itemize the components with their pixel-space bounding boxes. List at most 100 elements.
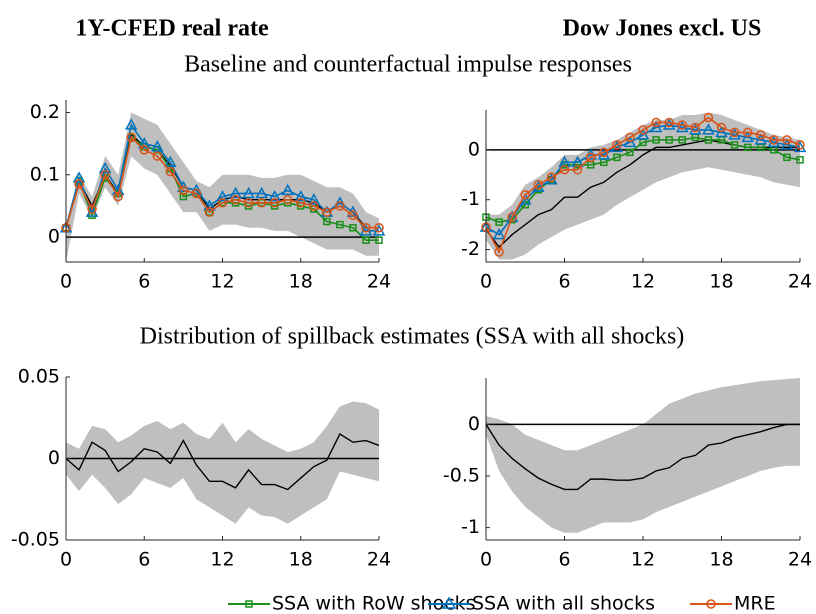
marker-circle [178,185,189,196]
marker-square [613,153,621,162]
y-tick-label: 0 [468,138,480,160]
x-tick-label: 6 [138,271,150,293]
marker-circle [651,117,661,128]
marker-square [349,223,357,232]
marker-circle [309,201,319,211]
y-tick-label: 0.1 [30,163,60,185]
series-line [485,124,801,236]
marker-triangle [164,155,177,168]
marker-circle [139,145,149,155]
marker-circle [374,222,384,233]
marker-triangle [728,128,741,140]
series-line [65,433,380,491]
x-tick-label: 6 [138,549,150,571]
series-line [65,135,379,229]
marker-circle [769,135,779,145]
marker-circle [256,198,267,208]
marker-square [362,236,370,244]
marker-circle [729,127,740,138]
marker-triangle [741,130,754,143]
marker-circle [243,198,254,208]
x-tick-label: 24 [788,549,812,571]
y-tick-label: 0 [48,447,60,469]
marker-square [704,136,713,144]
marker-square [626,148,634,157]
legend-marker [706,599,716,609]
marker-circle [152,151,163,161]
legend-label: SSA with all shocks [472,593,655,614]
marker-circle [664,117,674,128]
x-tick-label: 24 [788,271,812,293]
confidence-band [66,401,379,524]
y-tick-label: -2 [461,238,480,260]
marker-circle [599,147,609,158]
marker-circle [716,122,727,133]
marker-triangle [242,186,255,199]
marker-triangle [98,161,112,174]
marker-triangle [137,137,151,149]
marker-triangle [793,140,807,153]
marker-circle [520,189,530,200]
marker-circle [126,132,136,143]
marker-circle [782,135,792,145]
x-tick-label: 12 [210,271,234,293]
marker-circle [230,194,241,205]
y-tick-label: -0.5 [443,465,480,487]
marker-square [796,156,804,164]
marker-square [783,153,791,162]
marker-circle [165,166,176,177]
marker-circle [269,198,280,208]
row-title: Baseline and counterfactual impulse resp… [184,52,632,78]
marker-triangle [649,120,663,133]
marker-triangle [307,193,321,205]
marker-circle [533,180,544,190]
marker-circle [546,172,557,183]
row-title: Distribution of spillback estimates (SSA… [140,324,685,350]
column-title: Dow Jones excl. US [563,16,762,42]
marker-triangle [281,183,294,196]
marker-circle [361,222,371,233]
marker-square [678,136,686,144]
marker-circle [612,140,622,150]
marker-square [743,143,752,152]
x-tick-label: 18 [289,271,313,293]
marker-square [375,236,383,244]
marker-circle [572,165,583,175]
marker-circle [756,130,766,140]
x-tick-label: 6 [558,549,570,571]
marker-triangle [72,171,86,183]
marker-triangle [268,190,281,202]
marker-triangle [623,135,637,148]
x-tick-label: 12 [631,549,655,571]
marker-circle [494,247,504,257]
marker-circle [703,112,714,123]
marker-triangle [754,133,768,145]
x-tick-label: 18 [709,271,733,293]
marker-triangle [229,186,242,199]
marker-square [179,192,188,201]
marker-triangle [597,148,611,160]
marker-triangle [715,125,728,138]
marker-circle [217,198,228,208]
legend-label: SSA with RoW shocks [272,593,476,614]
marker-square [323,217,331,226]
legend-marker [245,600,253,608]
marker-triangle [702,123,715,135]
marker-triangle [689,123,702,135]
marker-triangle [780,138,794,150]
marker-circle [348,210,358,221]
y-tick-label: 0 [468,413,480,435]
marker-square [205,208,214,216]
marker-circle [296,198,306,208]
marker-circle [322,207,332,217]
marker-circle [795,140,805,150]
x-tick-label: 24 [367,271,391,293]
marker-circle [690,122,701,133]
legend-marker [441,596,457,609]
marker-circle [507,212,517,222]
x-tick-label: 24 [367,549,391,571]
x-tick-label: 0 [480,549,492,571]
marker-circle [191,188,202,199]
